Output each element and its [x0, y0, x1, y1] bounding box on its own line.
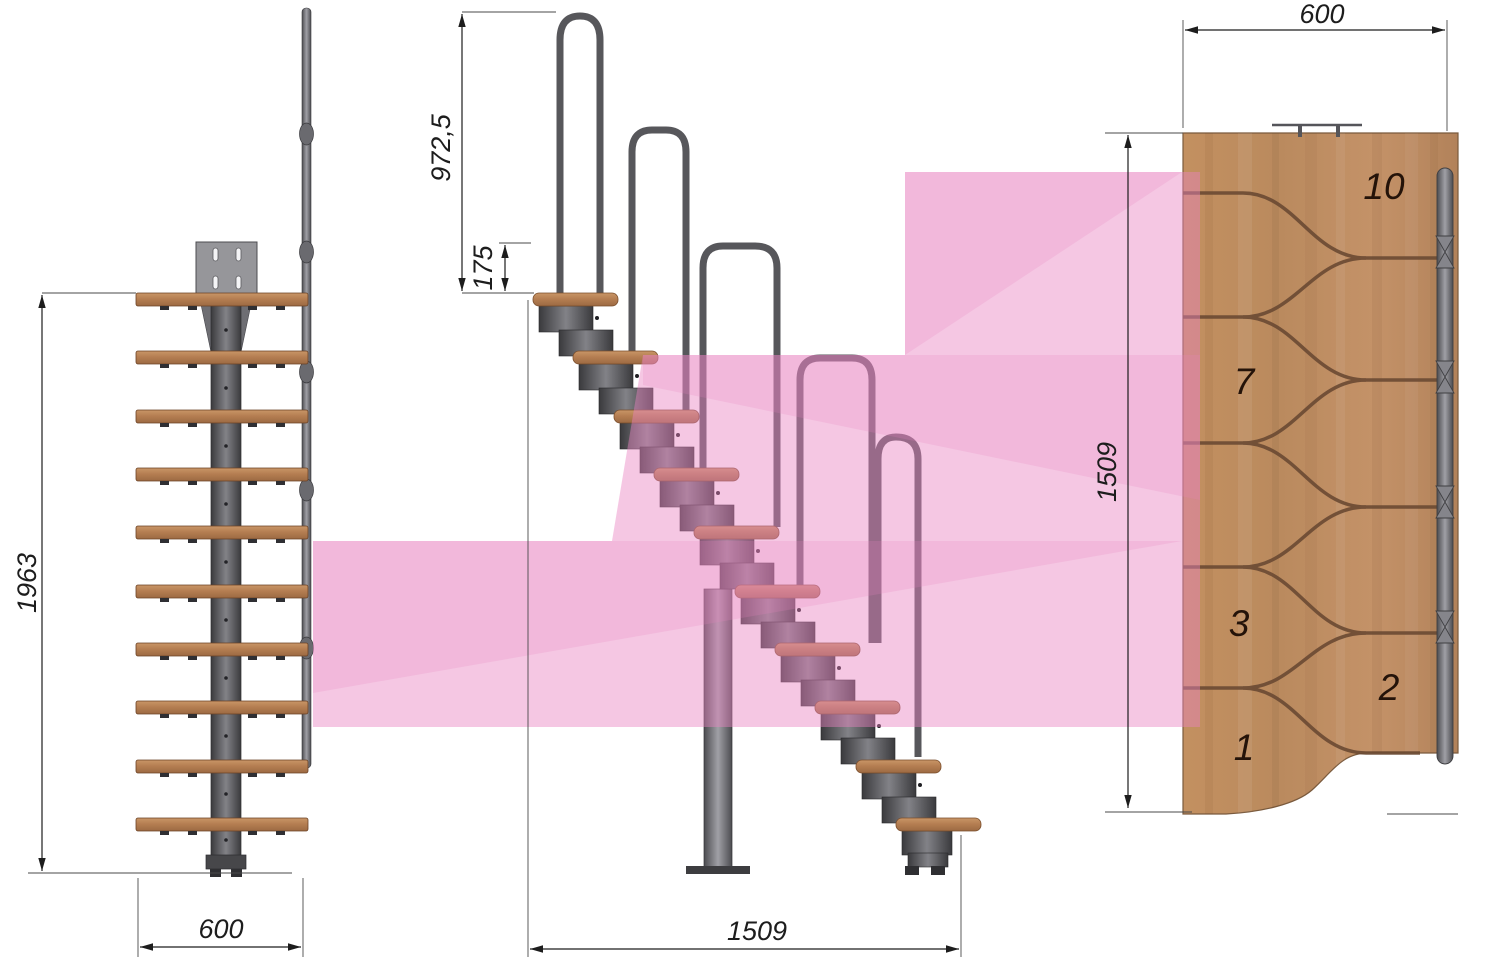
step-number-7: 7	[1234, 361, 1256, 402]
dimension-lines	[38, 14, 1445, 953]
front-view-drawing	[135, 7, 314, 877]
front-pole-connectors	[299, 122, 314, 660]
plan-step-numbers: 10 7 3 2 1	[1229, 166, 1405, 768]
side-module-bolts	[595, 316, 922, 787]
step-number-3: 3	[1229, 603, 1250, 644]
overlay-band-middle	[612, 355, 1200, 541]
step-number-10: 10	[1363, 166, 1405, 207]
plan-top-bracket	[1272, 123, 1362, 137]
overlay-accent-bottom	[313, 541, 1182, 693]
front-plate-slots	[212, 247, 242, 290]
plan-length-dim-label: 1509	[1092, 442, 1122, 502]
front-width-dim-label: 600	[198, 914, 243, 944]
side-support-flange	[686, 866, 750, 874]
dimension-layer: 1963 600 972,5 175 1509 600 1509	[12, 0, 1458, 957]
overlay-band-bottom	[313, 541, 1200, 727]
front-column-base	[205, 854, 247, 877]
front-height-dim-label: 1963	[12, 553, 42, 613]
extension-lines	[28, 11, 1458, 957]
plan-view-drawing: 10 7 3 2 1	[1182, 123, 1459, 815]
plan-width-dim-label: 600	[1299, 0, 1344, 29]
side-length-dim-label: 1509	[727, 916, 787, 946]
front-column	[210, 299, 242, 869]
side-treads	[532, 292, 982, 832]
pink-watermark-overlay	[313, 172, 1200, 727]
front-mounting-plate	[195, 241, 258, 296]
side-step-modules	[538, 305, 953, 868]
side-support-pole	[703, 588, 733, 868]
plan-wood-grain	[1205, 133, 1438, 814]
front-treads	[135, 292, 309, 832]
front-tread-brackets	[160, 306, 285, 835]
plan-step-grooves	[1183, 191, 1437, 755]
side-rail-offset-dim-label: 175	[468, 244, 498, 290]
overlay-accent-top	[905, 172, 1182, 355]
step-number-2: 2	[1378, 667, 1400, 708]
plan-handrail-connectors	[1435, 235, 1455, 644]
side-base-feet	[905, 866, 945, 875]
front-column-bolts	[224, 328, 228, 842]
step-number-1: 1	[1234, 727, 1255, 768]
side-view-drawing	[532, 12, 982, 875]
side-handrails	[556, 12, 922, 757]
overlay-accent-middle	[643, 355, 1200, 500]
side-rail-height-dim-label: 972,5	[426, 113, 456, 182]
